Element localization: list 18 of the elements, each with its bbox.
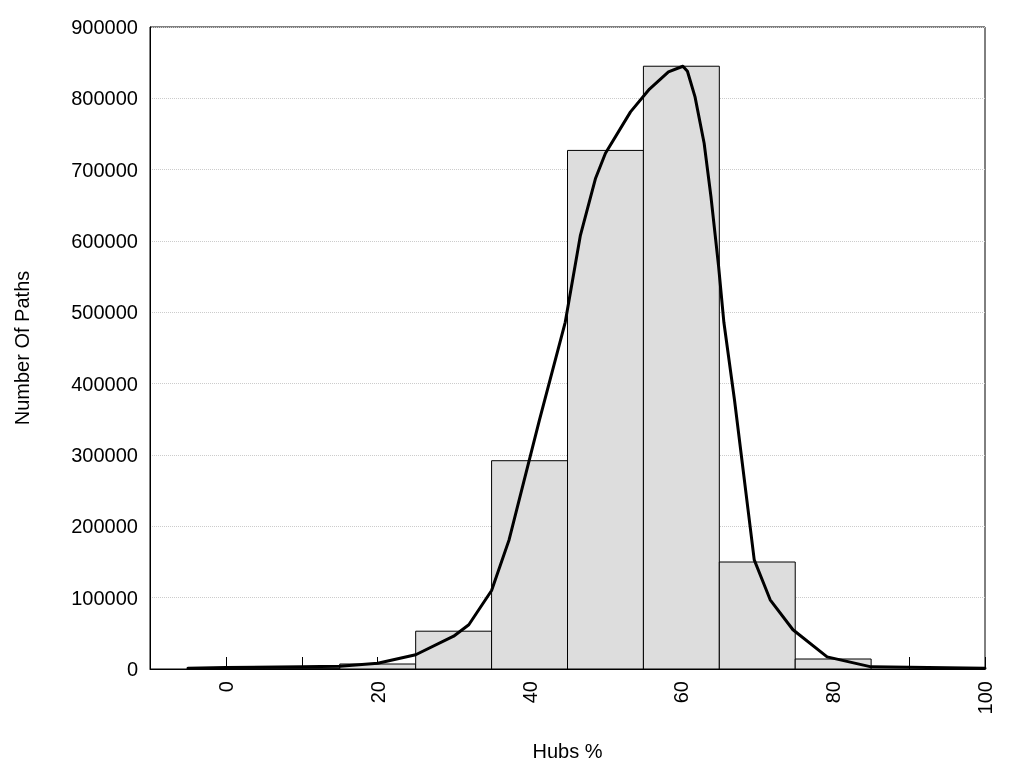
x-tick-label: 0	[214, 681, 237, 693]
y-tick-label: 600000	[71, 230, 138, 252]
x-tick-label: 100	[974, 681, 996, 715]
x-tick-label: 80	[822, 681, 845, 704]
x-tick-label: 60	[670, 681, 693, 704]
y-tick-label: 700000	[71, 158, 138, 181]
x-tick-label: 20	[366, 681, 389, 704]
y-tick-label: 300000	[71, 444, 138, 466]
y-tick-label: 0	[126, 658, 138, 680]
y-tick-label: 400000	[71, 372, 138, 395]
x-axis-title: Hubs %	[532, 740, 603, 762]
y-tick-label: 500000	[71, 301, 138, 324]
y-tick-label: 100000	[71, 586, 138, 609]
x-tick-label: 40	[518, 681, 541, 704]
y-tick-label: 800000	[71, 87, 138, 110]
y-tick-label: 900000	[71, 16, 138, 38]
y-tick-label: 200000	[71, 515, 138, 538]
y-axis-title: Number Of Paths	[11, 270, 33, 426]
